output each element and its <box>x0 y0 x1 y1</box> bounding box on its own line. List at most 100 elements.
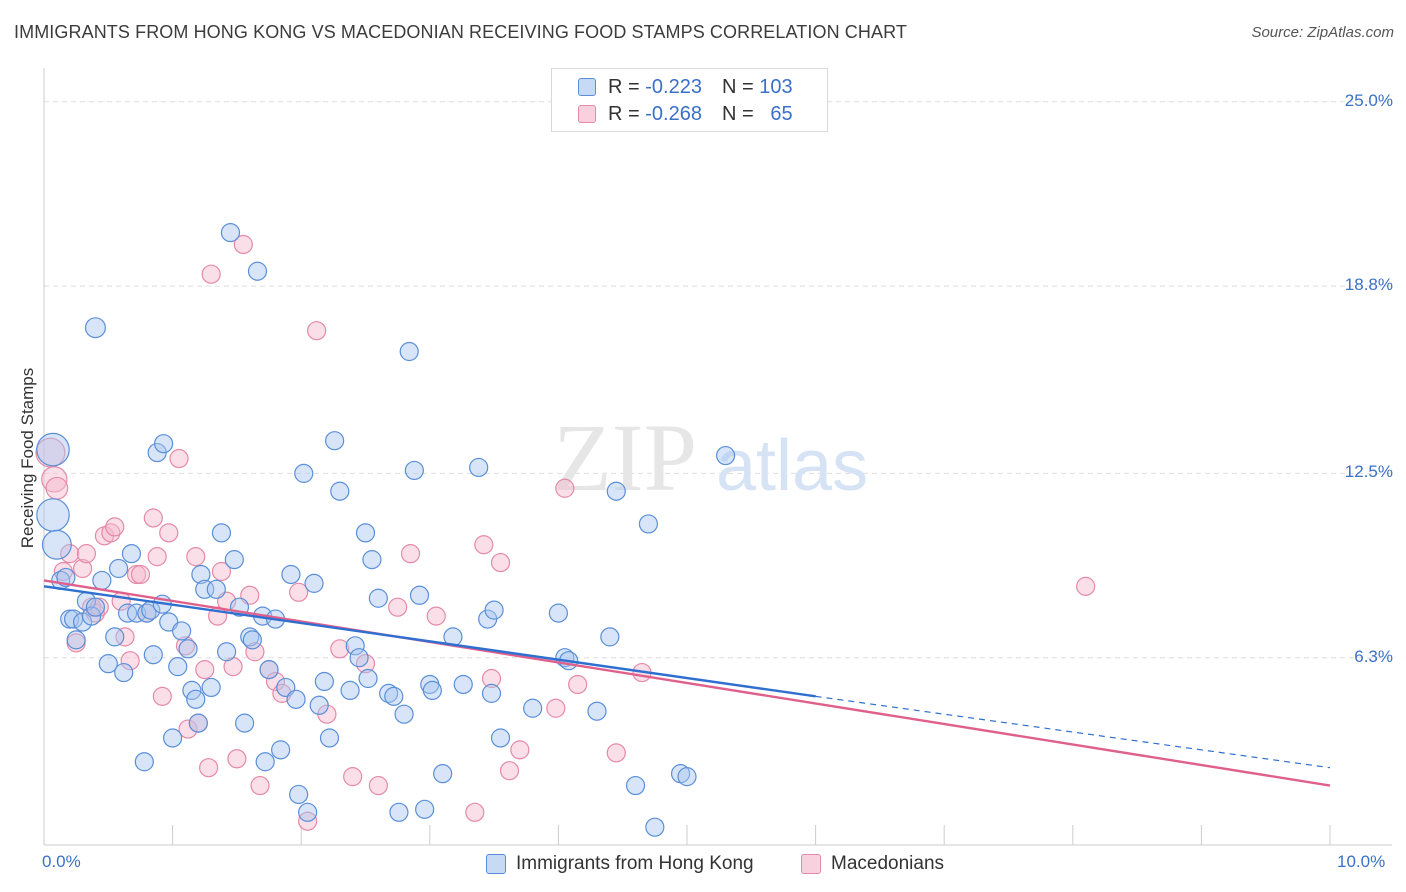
chart-title: IMMIGRANTS FROM HONG KONG VS MACEDONIAN … <box>14 22 907 42</box>
data-point-hong-kong <box>625 775 646 796</box>
watermark-atlas: atlas <box>716 426 868 506</box>
data-point-hong-kong <box>105 627 125 647</box>
data-point-hong-kong <box>286 689 306 709</box>
data-point-macedonians <box>233 234 253 255</box>
data-point-hong-kong <box>235 713 255 733</box>
data-point-hong-kong <box>294 463 314 483</box>
grid-lines <box>44 101 1392 659</box>
bottom-legend-label-macedonians: Macedonians <box>831 853 945 874</box>
data-point-hong-kong <box>178 639 198 659</box>
data-point-hong-kong <box>677 767 697 787</box>
data-point-hong-kong <box>247 261 268 281</box>
legend-swatch-macedonians <box>578 105 596 123</box>
data-point-hong-kong <box>394 704 414 724</box>
x-tick-label-max: 10.0% <box>1337 852 1386 871</box>
trend-line-macedonians <box>43 579 1331 787</box>
source-label: Source: ZipAtlas.com <box>1251 24 1394 41</box>
data-point-hong-kong <box>217 642 237 662</box>
data-point-macedonians <box>606 743 626 763</box>
data-point-macedonians <box>45 476 69 500</box>
data-point-hong-kong <box>298 802 318 822</box>
legend-swatch-hong-kong <box>578 78 596 96</box>
bottom-legend-macedonians[interactable]: Macedonians <box>801 850 944 878</box>
data-point-hong-kong <box>645 817 665 837</box>
data-point-hong-kong <box>240 627 260 647</box>
y-tick-label: 12.5% <box>1344 462 1393 482</box>
data-point-macedonians <box>289 582 309 602</box>
data-point-hong-kong <box>453 674 473 695</box>
data-point-macedonians <box>178 719 198 739</box>
data-point-hong-kong <box>345 636 365 656</box>
data-point-macedonians <box>426 606 446 626</box>
data-point-hong-kong <box>319 728 340 748</box>
legend-r-value: -0.223 <box>645 75 702 98</box>
data-point-hong-kong <box>481 683 502 703</box>
data-point-macedonians <box>568 674 588 695</box>
data-point-macedonians <box>159 523 179 543</box>
data-point-macedonians <box>175 636 196 656</box>
legend-r-value: -0.268 <box>645 102 702 125</box>
data-point-hong-kong <box>638 514 659 534</box>
legend-n-label: N = <box>721 75 754 98</box>
y-tick-label: 18.8% <box>1344 275 1393 295</box>
data-point-hong-kong <box>195 579 215 599</box>
data-point-macedonians <box>186 547 206 567</box>
y-tick-label: 25.0% <box>1344 90 1393 110</box>
data-point-hong-kong <box>606 481 626 501</box>
data-point-macedonians <box>481 668 502 689</box>
legend-r-label: R = <box>608 102 640 125</box>
data-point-macedonians <box>147 547 167 567</box>
trend-line-hong-kong-extension <box>815 695 1331 769</box>
legend-n-label: N = <box>721 102 754 125</box>
data-point-hong-kong <box>309 695 329 715</box>
data-point-macedonians <box>546 698 566 718</box>
data-point-hong-kong <box>271 740 291 760</box>
data-point-macedonians <box>211 561 232 582</box>
bottom-legend-hong-kong[interactable]: Immigrants from Hong Kong <box>486 850 754 878</box>
data-point-hong-kong <box>108 558 129 579</box>
data-point-hong-kong <box>404 460 424 481</box>
data-point-hong-kong <box>259 660 279 680</box>
data-point-macedonians <box>143 508 163 528</box>
data-point-hong-kong <box>134 752 154 772</box>
data-point-hong-kong <box>415 799 435 819</box>
data-point-hong-kong <box>98 654 118 674</box>
legend-n-value: 103 <box>759 75 793 98</box>
series-macedonians-points <box>35 234 1096 831</box>
data-point-macedonians <box>72 558 93 579</box>
data-point-macedonians <box>307 321 327 341</box>
data-point-hong-kong <box>255 752 275 772</box>
legend-n-value: 65 <box>770 102 793 125</box>
data-point-macedonians <box>250 775 270 796</box>
data-point-hong-kong <box>600 627 620 647</box>
data-point-hong-kong <box>114 662 134 683</box>
data-point-hong-kong <box>85 597 106 617</box>
data-point-hong-kong <box>121 544 142 564</box>
axes <box>43 68 1392 846</box>
trend-line-hong-kong <box>43 585 816 698</box>
data-point-hong-kong <box>355 523 376 543</box>
data-point-hong-kong <box>330 481 350 501</box>
data-point-macedonians <box>400 544 421 564</box>
data-point-macedonians <box>490 552 511 573</box>
bottom-legend-label-hong-kong: Immigrants from Hong Kong <box>516 853 754 874</box>
data-point-hong-kong <box>224 550 244 570</box>
series-hong-kong-points <box>36 222 736 837</box>
data-point-hong-kong <box>362 550 382 570</box>
data-point-hong-kong <box>281 564 301 585</box>
data-point-hong-kong <box>66 630 86 650</box>
data-point-macedonians <box>1076 576 1096 596</box>
data-point-hong-kong <box>389 802 409 822</box>
data-point-macedonians <box>152 686 172 706</box>
legend-row-hong-kong: R = -0.223 N = 103 <box>578 75 793 99</box>
data-point-macedonians <box>120 651 140 671</box>
data-point-macedonians <box>169 448 189 469</box>
data-point-hong-kong <box>201 677 221 698</box>
data-point-hong-kong <box>548 603 569 623</box>
data-point-hong-kong <box>143 645 163 665</box>
data-point-hong-kong <box>211 523 232 543</box>
data-point-hong-kong <box>409 585 430 605</box>
data-point-hong-kong <box>220 222 241 243</box>
x-tick-label-min: 0.0% <box>42 852 81 871</box>
data-point-hong-kong <box>206 579 226 599</box>
